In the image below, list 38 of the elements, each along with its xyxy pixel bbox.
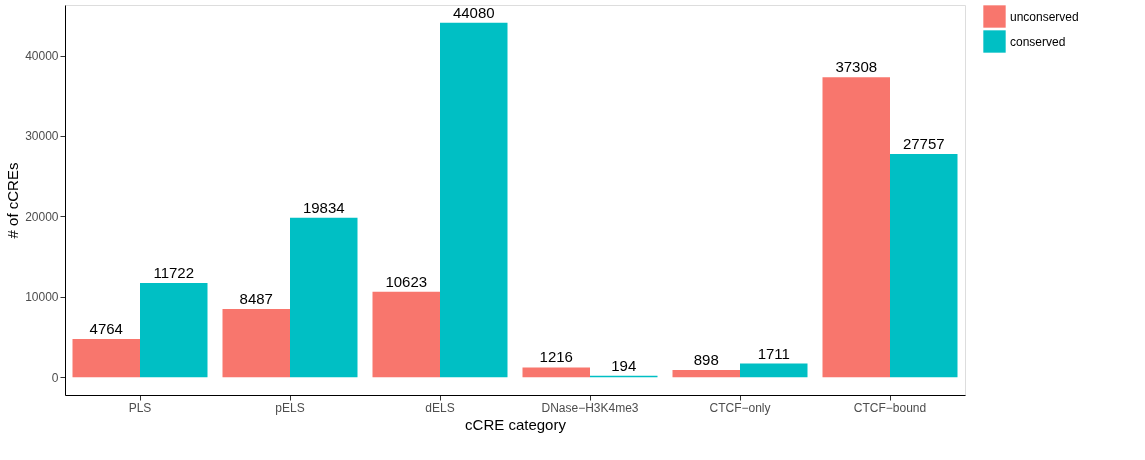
data-label: 4764 xyxy=(89,319,123,337)
legend-label: conserved xyxy=(1010,34,1066,49)
y-tick-label: 40000 xyxy=(25,49,59,64)
bar xyxy=(290,217,358,378)
x-tick-label: CTCF−bound xyxy=(853,400,927,415)
bar xyxy=(72,338,140,378)
x-tick-label: PLS xyxy=(128,400,152,415)
data-label: 27757 xyxy=(902,135,945,153)
bar xyxy=(440,22,508,378)
data-label: 1711 xyxy=(757,344,790,362)
bar xyxy=(222,309,290,378)
data-label: 1216 xyxy=(539,348,573,366)
y-axis-title: # of cCREs xyxy=(4,162,22,239)
x-tick-label: pELS xyxy=(275,400,305,415)
x-tick-label: DNase−H3K4me3 xyxy=(541,400,639,415)
data-label: 11722 xyxy=(153,263,195,281)
x-tick-label: dELS xyxy=(425,400,455,415)
data-label: 19834 xyxy=(302,198,345,216)
bar xyxy=(672,370,740,378)
x-axis-title: cCRE category xyxy=(465,415,567,433)
bar xyxy=(372,291,440,378)
data-label: 898 xyxy=(693,351,719,369)
data-label: 194 xyxy=(611,356,637,374)
bar xyxy=(890,154,958,378)
legend-label: unconserved xyxy=(1010,9,1079,24)
bar xyxy=(522,367,590,378)
x-tick-label: CTCF−only xyxy=(709,400,771,415)
bar xyxy=(740,363,808,378)
y-tick-label: 10000 xyxy=(25,290,59,305)
y-tick-label: 30000 xyxy=(25,129,59,144)
bar xyxy=(140,282,208,378)
y-tick-label: 20000 xyxy=(25,209,59,224)
y-tick-label: 0 xyxy=(51,370,59,385)
data-label: 37308 xyxy=(835,58,878,76)
data-label: 44080 xyxy=(452,3,495,21)
bar xyxy=(822,77,890,378)
data-label: 8487 xyxy=(239,290,273,308)
data-label: 10623 xyxy=(385,272,428,290)
